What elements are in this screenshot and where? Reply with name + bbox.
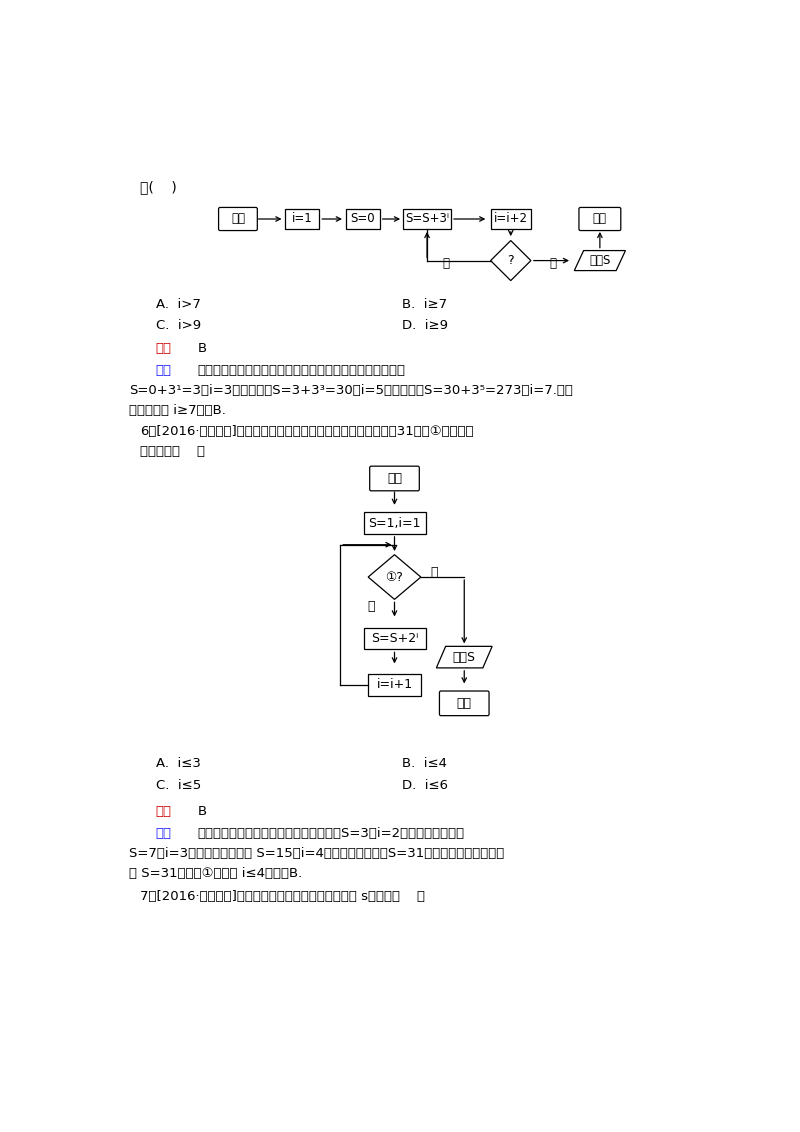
Text: 答案: 答案 <box>156 342 172 355</box>
Text: i=i+1: i=i+1 <box>377 678 413 692</box>
Polygon shape <box>574 250 626 271</box>
Text: 7．[2016·重庆检测]执行如图所示的程序框图，则输出 s的值为（    ）: 7．[2016·重庆检测]执行如图所示的程序框图，则输出 s的值为（ ） <box>140 890 426 902</box>
Text: 否: 否 <box>442 257 449 271</box>
Text: 结束: 结束 <box>593 213 607 225</box>
Text: 是: 是 <box>549 257 556 271</box>
FancyBboxPatch shape <box>579 207 621 231</box>
Text: 为(    ): 为( ) <box>140 180 177 195</box>
Text: B.  i≥7: B. i≥7 <box>402 298 447 310</box>
Text: 断框内可填 i≥7，选B.: 断框内可填 i≥7，选B. <box>130 404 226 417</box>
Text: 输出S: 输出S <box>453 651 476 663</box>
Text: 6．[2016·贵阳质检]阅读如图所示的程序框图，为使输出的数据为31，则①处应填的: 6．[2016·贵阳质检]阅读如图所示的程序框图，为使输出的数据为31，则①处应… <box>140 426 474 438</box>
Bar <box>363 628 426 650</box>
Polygon shape <box>490 241 531 281</box>
Text: i=i+2: i=i+2 <box>494 213 528 225</box>
Bar <box>403 209 451 229</box>
Bar <box>368 674 421 696</box>
Text: 开始: 开始 <box>231 213 245 225</box>
Text: 表达式为（    ）: 表达式为（ ） <box>140 445 206 458</box>
Text: S=S+2ⁱ: S=S+2ⁱ <box>371 632 418 645</box>
Text: 的 S=31，所以①处可填 i≤4，故选B.: 的 S=31，所以①处可填 i≤4，故选B. <box>130 867 302 880</box>
Text: A.  i>7: A. i>7 <box>156 298 201 310</box>
Text: 否: 否 <box>430 566 438 578</box>
Bar <box>490 209 531 229</box>
Text: S=0: S=0 <box>350 213 375 225</box>
Text: A.  i≤3: A. i≤3 <box>156 757 201 770</box>
FancyBboxPatch shape <box>370 466 419 491</box>
Text: 本题主要考查程序框图．第一次循环，得S=3，i=2；第二次循环，得: 本题主要考查程序框图．第一次循环，得S=3，i=2；第二次循环，得 <box>198 826 465 840</box>
Text: 答案: 答案 <box>156 805 172 818</box>
Text: B.  i≤4: B. i≤4 <box>402 757 447 770</box>
Bar <box>346 209 380 229</box>
FancyBboxPatch shape <box>218 207 258 231</box>
Text: C.  i≤5: C. i≤5 <box>156 779 201 791</box>
Text: 开始: 开始 <box>387 472 402 484</box>
Polygon shape <box>368 555 421 599</box>
Bar <box>363 513 426 534</box>
FancyBboxPatch shape <box>439 691 489 715</box>
Text: D.  i≥9: D. i≥9 <box>402 319 448 332</box>
Text: S=7，i=3；第三次循环，得 S=15，i=4；第四次循环，得S=31，此时满足题意，输出: S=7，i=3；第三次循环，得 S=15，i=4；第四次循环，得S=31，此时满… <box>130 847 505 859</box>
Text: S=1,i=1: S=1,i=1 <box>368 516 421 530</box>
Text: ①?: ①? <box>386 571 403 584</box>
Bar <box>286 209 319 229</box>
Text: C.  i>9: C. i>9 <box>156 319 201 332</box>
Text: 是: 是 <box>367 600 375 612</box>
Text: 解析: 解析 <box>156 363 172 377</box>
Text: S=S+3ⁱ: S=S+3ⁱ <box>405 213 449 225</box>
Text: D.  i≤6: D. i≤6 <box>402 779 448 791</box>
Text: 本题主要考查程序框图的应用．由程序框图可知：第一步，: 本题主要考查程序框图的应用．由程序框图可知：第一步， <box>198 363 406 377</box>
Text: 输出S: 输出S <box>589 254 610 267</box>
Text: i=1: i=1 <box>292 213 313 225</box>
Text: 解析: 解析 <box>156 826 172 840</box>
Text: 结束: 结束 <box>457 697 472 710</box>
Text: S=0+3¹=3，i=3；第二步，S=3+3³=30，i=5；第三步，S=30+3⁵=273，i=7.故判: S=0+3¹=3，i=3；第二步，S=3+3³=30，i=5；第三步，S=30+… <box>130 384 574 397</box>
Text: B: B <box>198 805 206 818</box>
Text: B: B <box>198 342 206 355</box>
Text: ?: ? <box>507 254 514 267</box>
Polygon shape <box>436 646 492 668</box>
